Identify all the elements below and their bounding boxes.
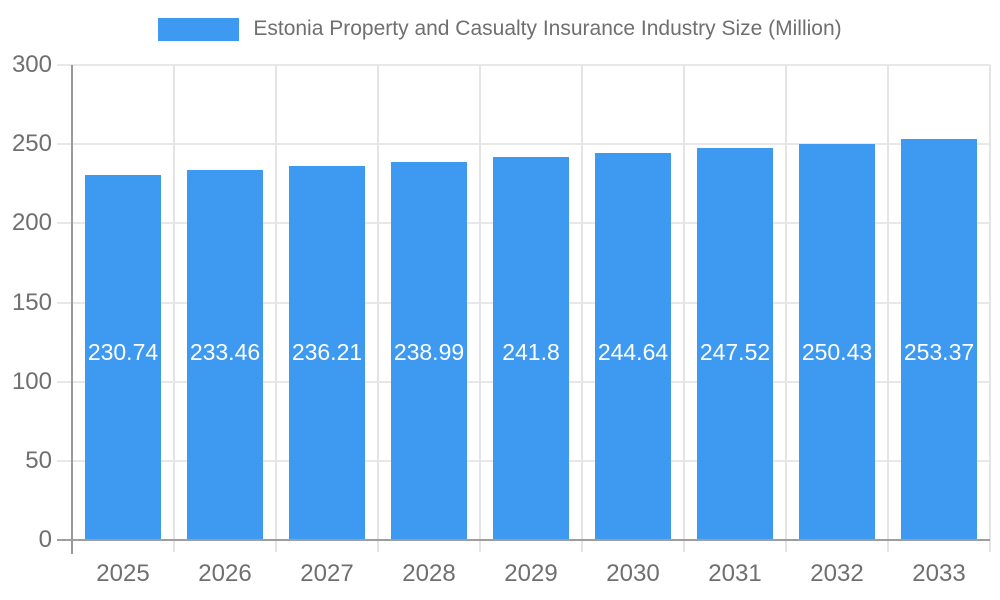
bar-value-label: 236.21 (291, 339, 363, 365)
y-axis-tick-label: 300 (11, 51, 52, 78)
gridline-vertical (887, 65, 889, 552)
bar-2028 (391, 161, 467, 540)
bar-2029 (493, 157, 569, 540)
y-axis-tick-label: 150 (11, 288, 52, 316)
x-axis-tick-label: 2033 (912, 560, 966, 587)
bar-value-label: 241.8 (502, 339, 560, 365)
x-axis-tick-label: 2025 (96, 560, 150, 587)
bar-value-label: 250.43 (801, 339, 873, 365)
gridline-vertical (581, 65, 583, 552)
bar-2032 (799, 143, 875, 540)
legend-title: Estonia Property and Casualty Insurance … (253, 17, 842, 40)
gridline-vertical (275, 65, 277, 552)
gridline-vertical (479, 65, 481, 552)
x-axis-tick-label: 2032 (810, 560, 864, 587)
y-axis-tick-label: 0 (38, 526, 52, 553)
gridline-vertical (173, 65, 175, 552)
bar-2025 (85, 174, 161, 540)
bar-value-label: 253.37 (903, 339, 975, 365)
bar-2027 (289, 166, 365, 540)
y-axis-tick-label: 200 (11, 209, 52, 237)
x-axis-tick-label: 2026 (198, 560, 252, 587)
x-axis-tick-label: 2027 (300, 560, 354, 587)
x-axis-line (57, 539, 990, 541)
gridline-vertical (377, 65, 379, 552)
bar-value-label: 244.64 (597, 339, 669, 365)
gridline-vertical (683, 65, 685, 552)
y-axis-tick-label: 100 (11, 367, 52, 395)
bar-value-label: 238.99 (393, 339, 465, 365)
y-axis-tick-label: 50 (25, 446, 52, 474)
plot-area: 0 50 100 150 200 250 300 230.74 2025 233.46 2026 23… (12, 51, 991, 587)
bar-value-label: 233.46 (189, 339, 261, 365)
bar-value-label: 247.52 (699, 339, 771, 365)
legend-swatch (158, 17, 240, 41)
bar-2031 (697, 148, 773, 540)
bar-2030 (595, 152, 671, 540)
bar-2033 (901, 138, 977, 540)
gridline-vertical (785, 65, 787, 552)
gridline-horizontal (57, 64, 990, 66)
y-axis-line (71, 65, 73, 554)
x-axis-tick-label: 2031 (708, 560, 762, 587)
legend: Estonia Property and Casualty Insurance … (0, 17, 1000, 41)
gridline-horizontal (57, 143, 990, 146)
x-axis-tick-label: 2028 (402, 560, 456, 587)
bar-2026 (187, 170, 263, 540)
x-axis-tick-label: 2030 (606, 560, 660, 587)
gridline-vertical (989, 65, 991, 552)
bar-value-label: 230.74 (87, 339, 159, 365)
x-axis-tick-label: 2029 (504, 560, 558, 587)
y-axis-tick-label: 250 (11, 130, 52, 158)
